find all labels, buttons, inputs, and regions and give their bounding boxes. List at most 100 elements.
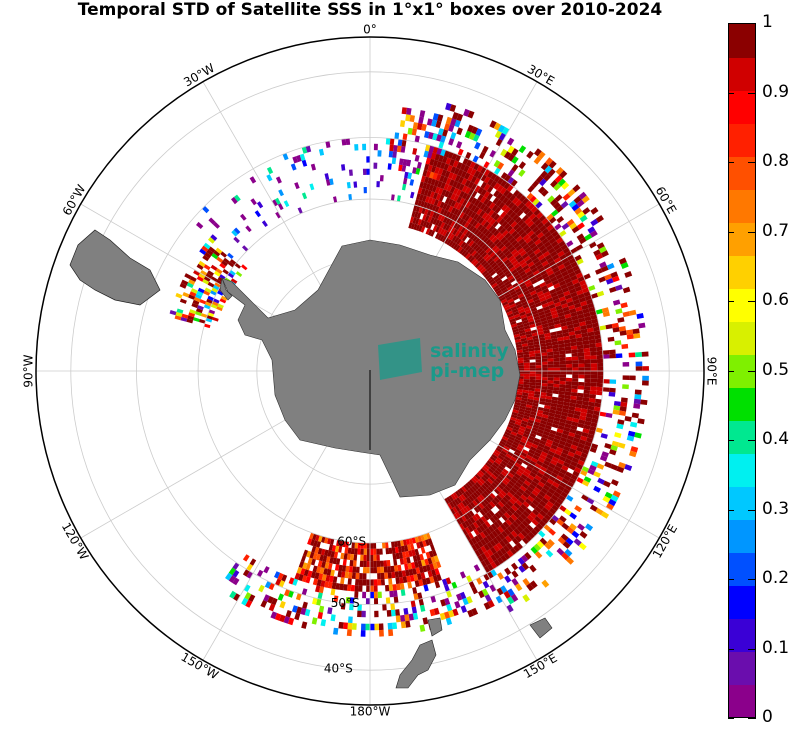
data-cell: [445, 102, 452, 111]
data-cell: [581, 304, 589, 311]
colorbar-tick-mark-left: [728, 370, 734, 372]
data-cell: [527, 220, 535, 228]
data-cell: [617, 442, 626, 449]
data-cell: [508, 516, 515, 524]
data-cell: [578, 297, 587, 303]
data-cell: [500, 172, 508, 180]
data-cell: [305, 563, 311, 571]
data-cell: [268, 582, 275, 591]
data-cell: [473, 228, 480, 236]
data-cell: [445, 577, 452, 585]
data-cell: [405, 620, 411, 628]
data-cell: [516, 192, 524, 200]
data-cell: [555, 475, 564, 482]
data-cell: [495, 138, 503, 147]
data-cell: [460, 226, 467, 234]
data-cell: [514, 339, 522, 343]
data-cell: [418, 598, 424, 606]
colorbar-segment: [729, 123, 755, 157]
data-cell: [572, 378, 579, 382]
data-cell: [472, 521, 479, 529]
data-cell: [462, 192, 469, 200]
data-cell: [481, 466, 488, 473]
data-cell: [578, 381, 585, 386]
data-cell: [507, 451, 514, 457]
data-cell: [529, 413, 537, 419]
data-cell: [480, 219, 487, 226]
data-cell: [348, 566, 353, 573]
data-cell: [490, 569, 498, 577]
data-cell: [525, 407, 532, 412]
data-cell: [568, 477, 577, 485]
data-cell: [515, 254, 522, 261]
colorbar-tick-mark-left: [728, 92, 734, 94]
data-cell: [443, 611, 451, 619]
data-cell: [600, 433, 608, 439]
data-cell: [514, 199, 522, 207]
data-cell: [507, 153, 515, 162]
data-cell: [357, 610, 362, 618]
data-cell: [537, 151, 546, 160]
data-cell: [436, 200, 442, 208]
data-cell: [552, 481, 560, 489]
data-cell: [498, 243, 505, 250]
data-cell: [487, 563, 494, 572]
data-cell: [278, 580, 285, 588]
data-cell: [561, 328, 569, 334]
data-cell: [241, 597, 249, 606]
data-cell: [529, 365, 536, 369]
data-cell: [511, 570, 519, 578]
data-cell: [181, 313, 189, 319]
colorbar-tick-label: 0.9: [762, 81, 790, 102]
data-cell: [463, 221, 470, 229]
data-cell: [571, 440, 579, 447]
data-cell: [541, 323, 549, 328]
data-cell: [513, 502, 521, 509]
data-cell: [562, 247, 571, 254]
data-cell: [349, 603, 354, 611]
data-cell: [447, 503, 453, 510]
data-cell: [451, 500, 458, 507]
data-cell: [480, 476, 487, 483]
data-cell: [503, 151, 512, 159]
data-cell: [540, 162, 549, 171]
data-cell: [418, 206, 424, 214]
data-cell: [591, 318, 599, 324]
data-cell: [540, 317, 547, 322]
data-cell: [428, 203, 434, 211]
data-cell: [575, 306, 583, 312]
data-cell: [634, 394, 642, 400]
longitude-label: 90°W: [21, 354, 35, 387]
data-cell: [548, 160, 557, 169]
data-cell: [597, 366, 604, 371]
data-cell: [506, 542, 513, 550]
data-cell: [467, 525, 474, 533]
data-cell: [527, 463, 535, 469]
data-cell: [520, 337, 527, 342]
colorbar-tick-mark-left: [728, 440, 734, 441]
data-cell: [435, 561, 442, 569]
data-cell: [270, 611, 278, 620]
data-cell: [312, 578, 319, 586]
data-cell: [624, 416, 632, 422]
data-cell: [316, 579, 322, 587]
data-cell: [365, 623, 370, 631]
data-cell: [504, 567, 512, 576]
data-cell: [520, 284, 528, 291]
data-cell: [214, 270, 221, 277]
data-cell: [572, 184, 581, 193]
data-cell: [508, 533, 515, 541]
data-cell: [467, 124, 474, 133]
data-cell: [621, 343, 629, 349]
data-cell: [516, 416, 523, 421]
data-cell: [244, 592, 252, 600]
data-cell: [203, 290, 211, 296]
data-cell: [471, 250, 477, 257]
data-cell: [444, 498, 450, 505]
data-cell: [605, 278, 614, 285]
data-cell: [516, 479, 524, 486]
data-cell: [440, 182, 446, 190]
data-cell: [534, 260, 542, 268]
data-cell: [355, 572, 360, 580]
data-cell: [455, 490, 461, 498]
